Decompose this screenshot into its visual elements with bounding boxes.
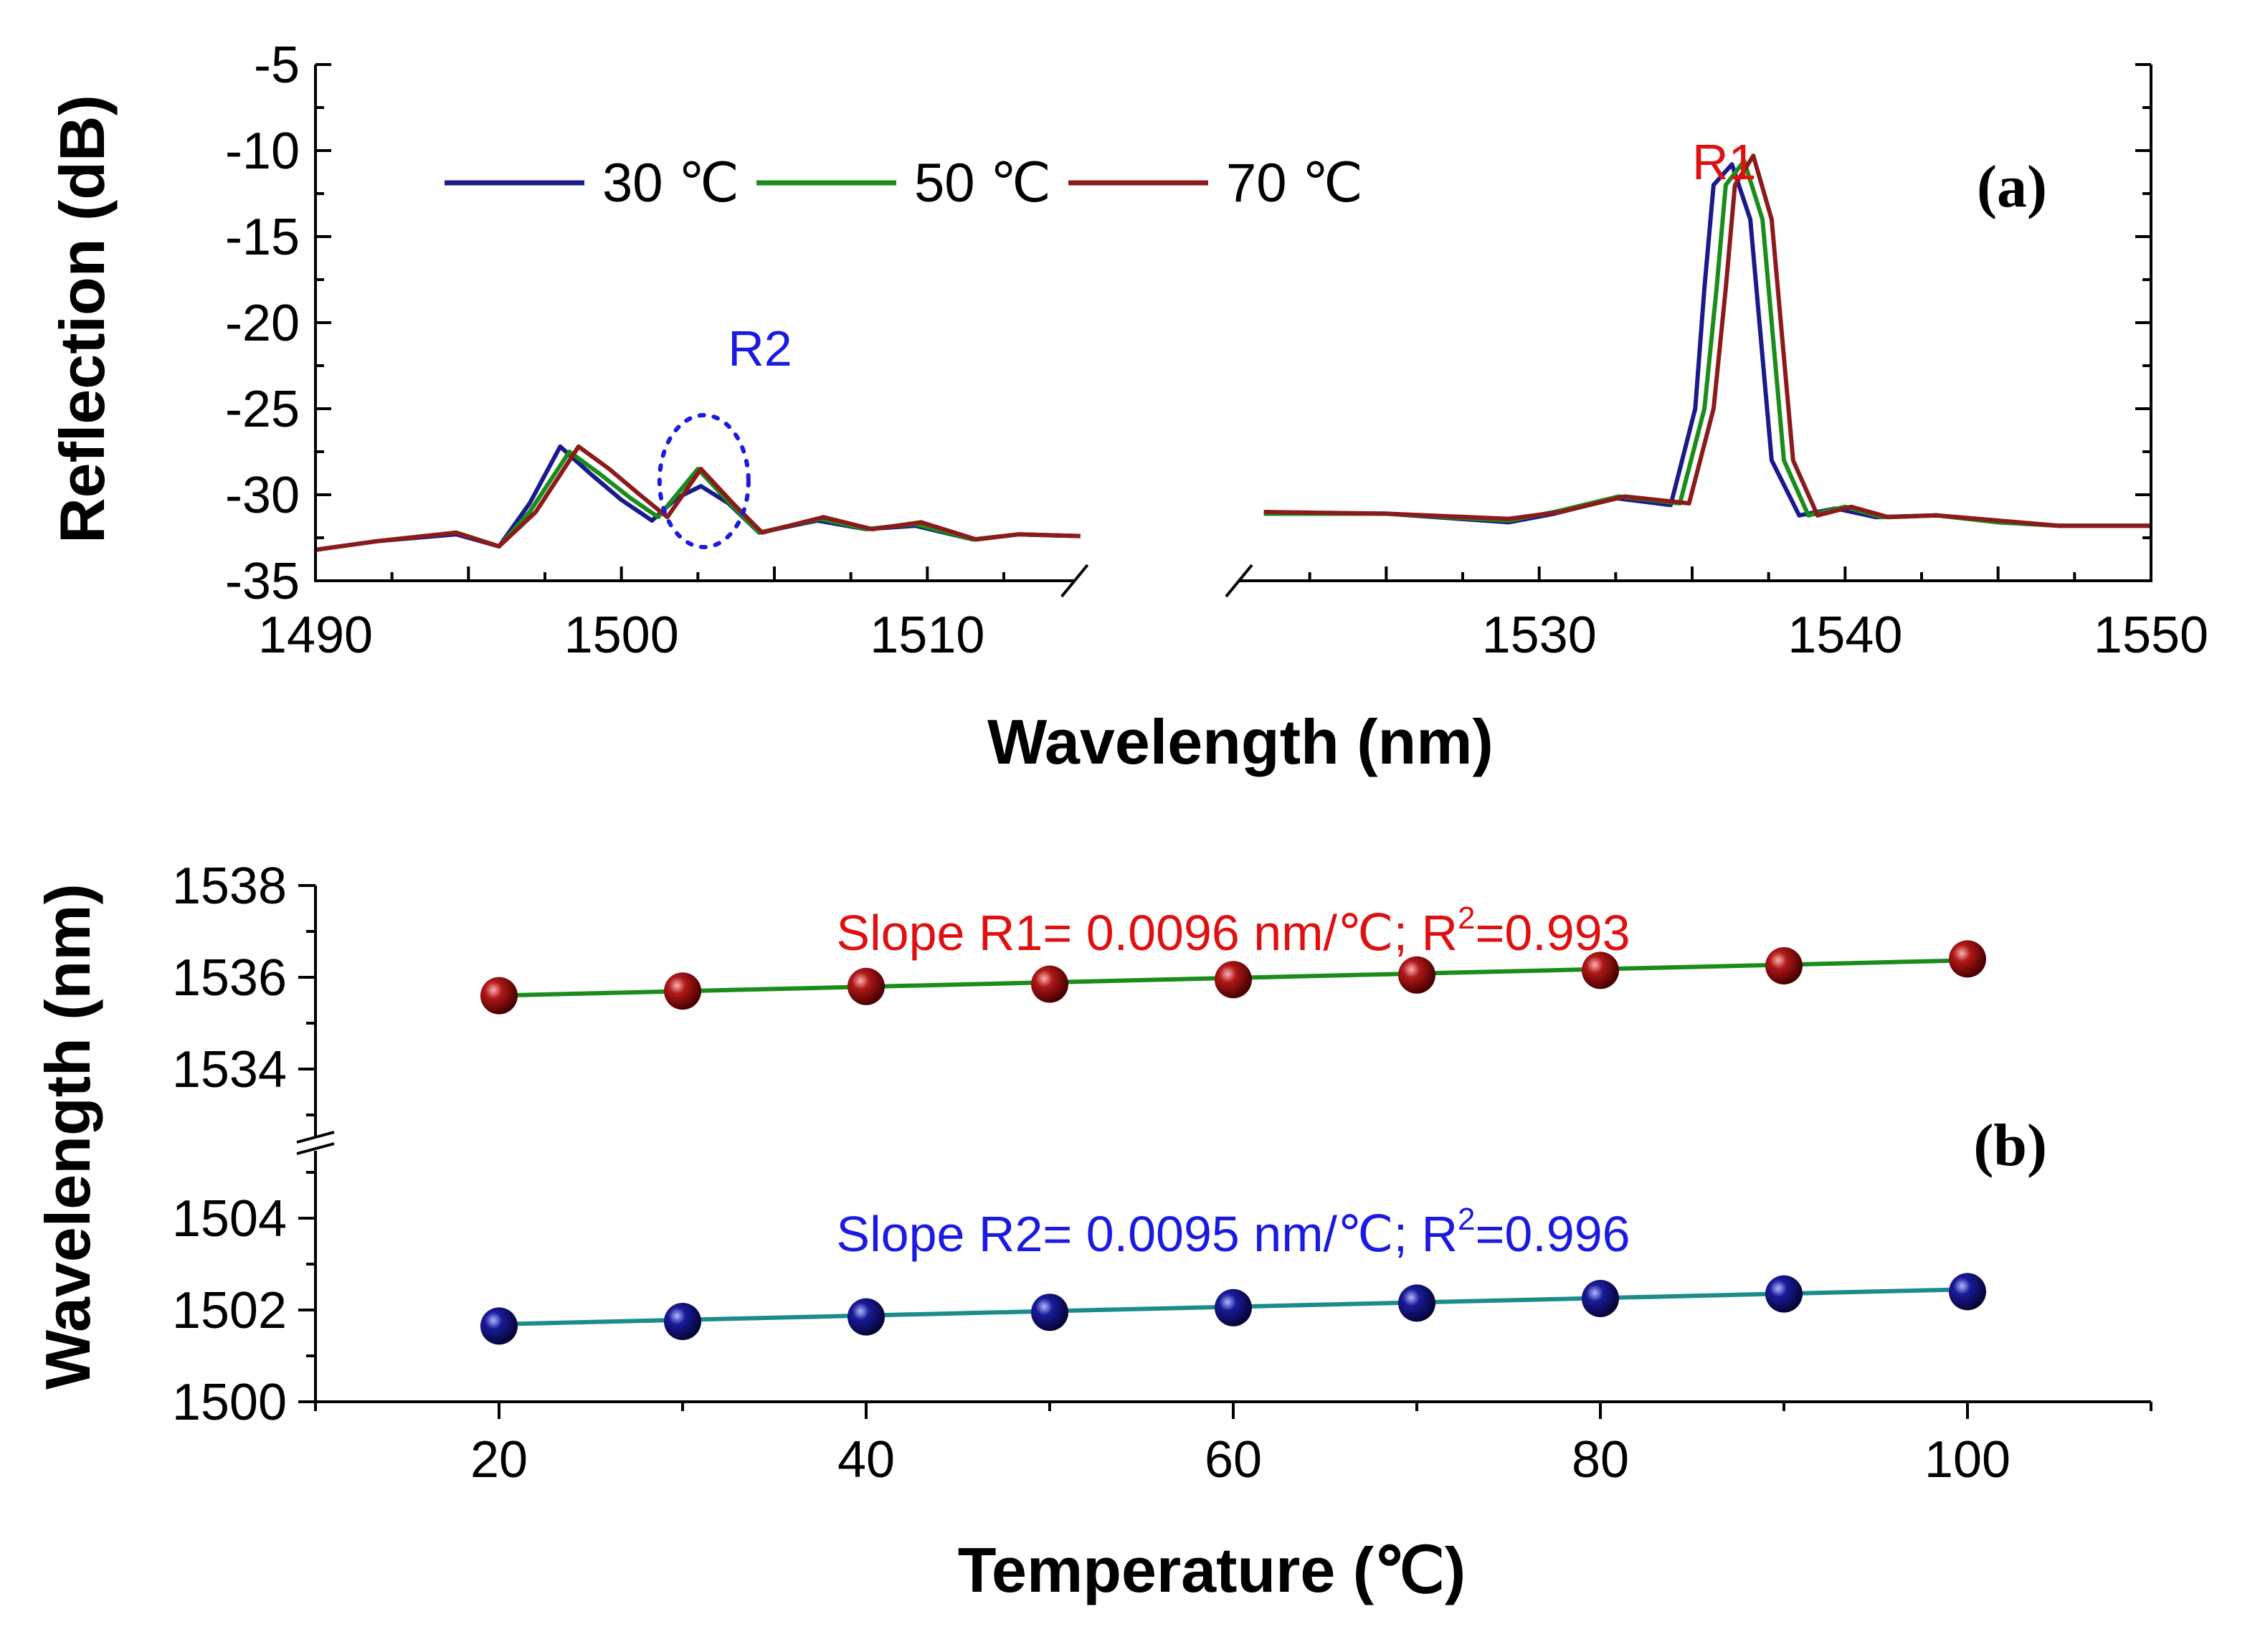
panel-b-y-tick-label: 1538 — [172, 858, 287, 915]
panel-b-x-tick-label: 80 — [1572, 1431, 1629, 1489]
panel-a-y-tick-label: -35 — [225, 553, 300, 610]
data-point-r1 — [1031, 965, 1068, 1003]
panel-a-y-tick-label: -20 — [225, 295, 300, 352]
annotation-r2-circle — [657, 413, 751, 549]
panel-a-x-tick-label: 1500 — [564, 607, 679, 664]
panel-b-label: (b) — [1973, 1112, 2047, 1179]
panel-a-y-axis-title: Reflection (dB) — [47, 95, 118, 543]
data-point-r1 — [1765, 947, 1803, 984]
panel-a-y-tick-label: -30 — [225, 467, 300, 524]
panel-b-series-group — [480, 940, 1986, 1345]
panel-a-x-axis-title: Wavelength (nm) — [987, 706, 1494, 777]
panel-b-y-tick-label: 1504 — [172, 1190, 287, 1248]
panel-b-x-tick-label: 60 — [1205, 1431, 1262, 1489]
slope-annotation-suffix: =0.996 — [1476, 1206, 1630, 1262]
data-point-r1 — [1398, 956, 1435, 994]
panel-b-break-mark — [296, 1142, 335, 1155]
data-point-r2 — [1949, 1273, 1986, 1311]
slope-annotation-sup: 2 — [1458, 901, 1475, 936]
data-point-r1 — [848, 967, 885, 1005]
panel-a-x-tick-label: 1490 — [258, 607, 373, 664]
panel-b-axis-left-lower-bottom — [314, 1151, 2151, 1403]
panel-a-axes — [314, 63, 2152, 598]
data-point-r1 — [480, 977, 518, 1015]
panel-b-y-tick-label: 1502 — [172, 1282, 287, 1339]
panel-b-axes — [296, 884, 2152, 1419]
slope-annotation-r1: Slope R1= 0.0096 nm/℃; R2=0.993 — [836, 901, 1630, 961]
panel-b-y-tick-label: 1536 — [172, 949, 287, 1007]
panel-a-x-tick-label: 1550 — [2094, 607, 2208, 664]
data-point-r2 — [480, 1307, 518, 1345]
panel-a-break-mark — [1225, 564, 1253, 598]
panel-a-x-tick-label: 1510 — [870, 607, 984, 664]
panel-a-legend: 30 ℃ 50 ℃ 70 ℃ — [445, 153, 1363, 214]
slope-annotation-r2: Slope R2= 0.0095 nm/℃; R2=0.996 — [836, 1202, 1630, 1262]
panel-b-tick-labels: 1500 1502 1504 1534 1536 1538 20 40 60 80 100 — [172, 858, 2010, 1489]
data-point-r1 — [1582, 951, 1619, 989]
legend-label: 70 ℃ — [1226, 153, 1363, 214]
panel-b-x-tick-label: 100 — [1924, 1431, 2010, 1489]
panel-a-axis-left-bottom — [314, 65, 1075, 582]
slope-annotation-text: Slope R1= 0.0096 nm/℃; R — [836, 905, 1458, 961]
panel-b-chart: 1500 1502 1504 1534 1536 1538 20 40 60 80 100 Slop… — [32, 858, 2152, 1605]
panel-a-y-tick-label: -25 — [225, 381, 300, 438]
panel-b-break-mark — [296, 1131, 335, 1144]
annotation-r1: R1 — [1692, 134, 1756, 190]
panel-a-break-mark — [1060, 564, 1089, 598]
series-line-70C — [1263, 153, 2151, 528]
data-point-r2 — [1398, 1284, 1435, 1322]
data-point-r2 — [1215, 1288, 1252, 1326]
panel-b-x-tick-label: 40 — [837, 1431, 895, 1489]
panel-a-x-tick-label: 1540 — [1788, 607, 1902, 664]
panel-b-y-tick-label: 1500 — [172, 1374, 287, 1431]
data-point-r2 — [1031, 1293, 1068, 1331]
panel-a-x-tick-label: 1530 — [1482, 607, 1597, 664]
legend-label: 50 ℃ — [914, 153, 1051, 214]
panel-a-y-tick-label: -5 — [254, 37, 300, 94]
data-point-r1 — [1949, 940, 1986, 978]
annotation-r2: R2 — [728, 321, 792, 376]
panel-a-annotations: R1 R2 — [657, 134, 1756, 549]
data-point-r1 — [664, 972, 701, 1010]
data-point-r2 — [1765, 1275, 1803, 1313]
panel-b-x-axis-title: Temperature (℃) — [958, 1534, 1466, 1605]
panel-b-y-axis-title: Wavelength (nm) — [32, 883, 103, 1390]
panel-a-series-group — [315, 153, 2151, 552]
panel-b-x-tick-label: 20 — [470, 1431, 528, 1489]
data-point-r1 — [1215, 961, 1252, 999]
data-point-r2 — [664, 1303, 701, 1340]
slope-annotation-sup: 2 — [1458, 1202, 1475, 1237]
panel-a-label: (a) — [1977, 153, 2047, 220]
series-line-70C — [315, 444, 1081, 552]
panel-a-y-tick-label: -15 — [225, 209, 300, 266]
slope-annotation-text: Slope R2= 0.0095 nm/℃; R — [836, 1206, 1458, 1262]
data-point-r2 — [848, 1298, 885, 1336]
legend-label: 30 ℃ — [602, 153, 739, 214]
panel-b-y-tick-label: 1534 — [172, 1041, 287, 1098]
panel-a-y-tick-label: -10 — [225, 123, 300, 180]
data-point-r2 — [1582, 1280, 1619, 1317]
slope-annotation-suffix: =0.993 — [1476, 905, 1630, 961]
